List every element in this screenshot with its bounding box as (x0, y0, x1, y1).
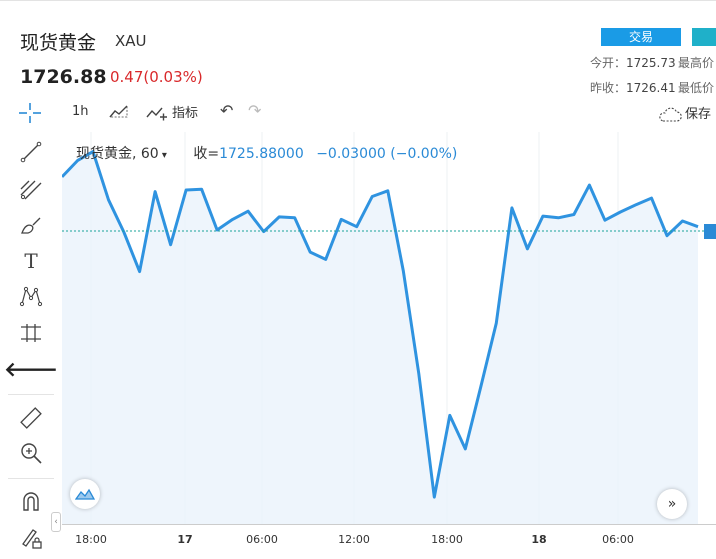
pattern-icon[interactable] (19, 284, 43, 308)
price-area (62, 151, 698, 524)
open-label: 今开： (590, 56, 627, 70)
magnet-icon[interactable] (19, 490, 43, 514)
x-tick: 18 (531, 533, 547, 546)
chart-logo-icon (75, 488, 95, 500)
last-price: 1726.88 (20, 66, 107, 88)
chart-type-icon[interactable] (108, 103, 130, 123)
legend-symbol: 现货黄金, 60 (76, 146, 159, 162)
secondary-action-button[interactable] (692, 28, 716, 46)
toolbar-divider (8, 394, 54, 395)
undo-icon[interactable]: ↶ (220, 101, 234, 120)
interval-selector[interactable]: 1h (72, 104, 89, 119)
x-tick: 06:00 (246, 533, 278, 546)
chart-legend: 现货黄金, 60 ▾ 收=1725.88000 −0.03000 (−0.00%… (76, 143, 457, 163)
indicators-button[interactable]: 指标 (146, 102, 198, 123)
price-line (60, 150, 699, 499)
x-tick: 12:00 (338, 533, 370, 546)
cloud-icon (659, 107, 682, 122)
x-tick: 18:00 (75, 533, 107, 546)
lock-drawing-icon[interactable] (19, 526, 43, 550)
prediction-tool-icon[interactable] (19, 321, 43, 345)
x-tick: 18:00 (431, 533, 463, 546)
drawing-toolbar: T 🡐 (0, 98, 62, 558)
trend-line-icon[interactable] (19, 140, 43, 164)
brush-icon[interactable] (19, 213, 43, 237)
redo-icon[interactable]: ↷ (248, 101, 262, 120)
price-change: 0.47(0.03%) (110, 68, 203, 86)
zoom-in-icon[interactable] (19, 441, 43, 465)
x-tick: 17 (177, 533, 193, 546)
chart-canvas[interactable] (60, 132, 716, 524)
chart-toolbar: 1h 指标 ↶ ↷ 保存 (0, 98, 716, 128)
prev-close-value: 1726.41 (626, 81, 676, 95)
open-value: 1725.73 (626, 56, 676, 70)
prev-close-stat: 昨收：1726.41 (590, 79, 676, 96)
legend-chevron-icon[interactable]: ▾ (158, 150, 167, 161)
open-stat: 今开：1725.73 (590, 54, 676, 71)
save-label: 保存 (685, 107, 712, 122)
crosshair-icon[interactable] (18, 102, 42, 128)
indicators-label: 指标 (172, 106, 199, 121)
low-label: 最低价 (678, 81, 715, 95)
save-button[interactable]: 保存 (657, 103, 711, 123)
chart-logo-button[interactable] (70, 479, 100, 509)
top-border (0, 0, 716, 1)
instrument-symbol: XAU (115, 32, 147, 50)
legend-change-value: −0.03000 (−0.00%) (316, 146, 458, 162)
scroll-to-latest-button[interactable]: » (657, 489, 687, 519)
collapse-toolbar-button[interactable]: ‹ (51, 512, 61, 532)
instrument-title: 现货黄金 (20, 32, 97, 54)
toolbar-divider (8, 478, 54, 479)
trade-button[interactable]: 交易 (601, 28, 681, 46)
indicator-icon (146, 107, 167, 120)
ruler-icon[interactable] (19, 406, 43, 430)
last-price-marker (704, 223, 716, 239)
legend-close-label: 收= (193, 146, 220, 162)
legend-close-value: 1725.88000 (219, 146, 304, 162)
time-axis[interactable]: 18:00 17 06:00 12:00 18:00 18 06:00 (62, 524, 716, 559)
text-tool-icon[interactable]: T (24, 249, 38, 273)
high-label: 最高价 (678, 56, 715, 70)
price-chart[interactable] (60, 132, 716, 524)
arrow-left-icon[interactable]: 🡐 (4, 357, 58, 381)
x-tick: 06:00 (602, 533, 634, 546)
prev-close-label: 昨收： (590, 81, 627, 95)
fib-lines-icon[interactable] (19, 177, 43, 201)
